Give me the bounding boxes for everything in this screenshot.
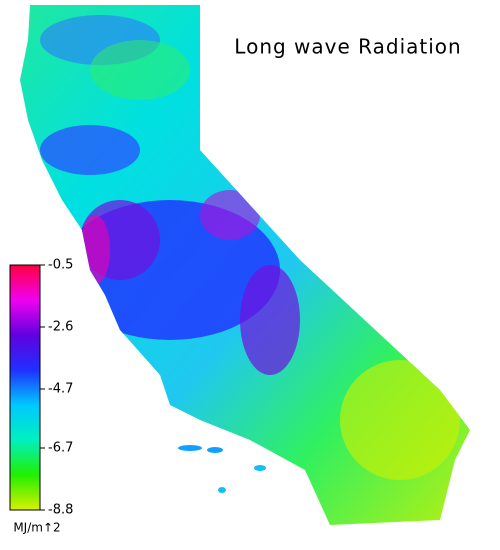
colorbar-tick-label: -8.8 — [48, 503, 73, 518]
colorbar-tick-label: -2.6 — [48, 319, 73, 334]
map-title: Long wave Radiation — [234, 35, 461, 59]
colorbar: -0.5 -2.6 -4.7 -6.7 -8.8 MJ/m↑2 — [9, 258, 73, 535]
california-map — [20, 5, 470, 525]
colorbar-scale — [9, 264, 41, 511]
colorbar-tick-label: -0.5 — [48, 258, 73, 273]
colorbar-tick-label: -4.7 — [48, 381, 73, 396]
colorbar-tick-label: -6.7 — [48, 441, 73, 456]
colorbar-unit: MJ/m↑2 — [13, 521, 60, 535]
